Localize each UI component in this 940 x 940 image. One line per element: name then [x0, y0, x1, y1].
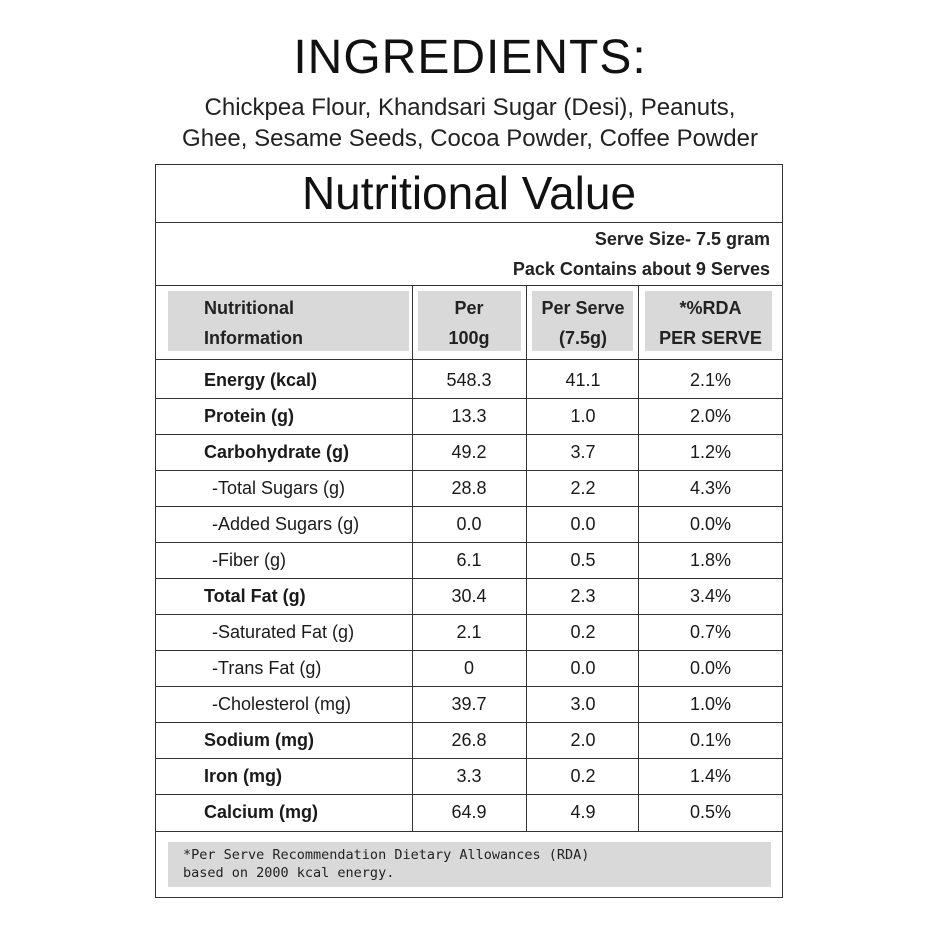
nutrient-value-per100: 49.2 [451, 442, 487, 462]
nutrient-value-rda: 0.7% [689, 622, 732, 642]
nutrient-value-perserve: 0.0 [570, 658, 596, 678]
footnote-line: based on 2000 kcal energy. [183, 865, 395, 881]
nutrient-value-rda: 2.1% [689, 370, 732, 390]
nutrient-name: -Trans Fat (g) [212, 658, 322, 678]
nutrient-value-per100: 13.3 [451, 406, 487, 426]
nutrient-value-per100: 26.8 [451, 730, 487, 750]
nutrient-value-perserve: 41.1 [565, 370, 601, 390]
nutrient-name: Total Fat (g) [204, 586, 306, 606]
nutrient-value-perserve: 0.2 [570, 766, 596, 786]
nutrient-value-per100: 3.3 [456, 766, 482, 786]
row-divider [156, 470, 782, 471]
header-line: Per [454, 298, 484, 318]
nutrient-value-perserve: 4.9 [570, 802, 596, 822]
footnote: *Per Serve Recommendation Dietary Allowa… [183, 846, 589, 882]
nutrient-value-rda: 1.8% [689, 550, 732, 570]
nutrient-value-rda: 3.4% [689, 586, 732, 606]
row-divider [156, 542, 782, 543]
header-rda-per-serve: *%RDA PER SERVE [639, 293, 782, 353]
nutrient-value-perserve: 2.2 [570, 478, 596, 498]
nutrient-value-per100: 0.0 [456, 514, 482, 534]
row-divider [156, 506, 782, 507]
nutrient-value-rda: 1.0% [689, 694, 732, 714]
header-line: (7.5g) [558, 328, 607, 348]
nutrient-name: Calcium (mg) [204, 802, 319, 822]
header-line: Information [204, 328, 303, 348]
nutrient-value-rda: 0.0% [689, 514, 732, 534]
header-bg-per100 [418, 291, 521, 351]
header-line: Nutritional [204, 298, 294, 318]
nutrient-value-per100: 548.3 [446, 370, 492, 390]
footnote-bg [168, 842, 771, 887]
nutrient-value-per100: 0 [463, 658, 474, 678]
table-top-line [156, 285, 782, 286]
header-per-100g: Per 100g [412, 293, 526, 353]
nutrient-value-perserve: 3.7 [570, 442, 596, 462]
header-line: *%RDA [679, 298, 742, 318]
ingredients-text: Chickpea Flour, Khandsari Sugar (Desi), … [0, 92, 940, 154]
nutrient-name: Energy (kcal) [204, 370, 318, 390]
nutrient-name: -Saturated Fat (g) [212, 622, 355, 642]
header-bg-rda [645, 291, 772, 351]
row-divider [156, 686, 782, 687]
nutrient-name: Protein (g) [204, 406, 294, 426]
nutrient-value-per100: 30.4 [451, 586, 487, 606]
nutrient-name: Carbohydrate (g) [204, 442, 350, 462]
nutrient-name: -Total Sugars (g) [212, 478, 346, 498]
nutrient-value-perserve: 0.0 [570, 514, 596, 534]
nutrient-value-perserve: 0.2 [570, 622, 596, 642]
nutrient-value-rda: 1.2% [689, 442, 732, 462]
header-bottom-line [156, 359, 782, 360]
row-divider [156, 758, 782, 759]
row-divider [156, 794, 782, 795]
row-divider [156, 434, 782, 435]
ingredients-line: Chickpea Flour, Khandsari Sugar (Desi), … [204, 94, 736, 121]
nutrient-value-perserve: 0.5 [570, 550, 596, 570]
nutrition-title: Nutritional Value [156, 165, 782, 223]
nutrient-name: Iron (mg) [204, 766, 282, 786]
nutrient-value-rda: 0.0% [689, 658, 732, 678]
header-line: PER SERVE [659, 328, 762, 348]
nutrient-value-rda: 0.1% [689, 730, 732, 750]
row-divider [156, 578, 782, 579]
header-nutritional-information: Nutritional Information [204, 293, 404, 353]
serve-size: Serve Size- 7.5 gram [594, 229, 770, 249]
nutrient-value-rda: 1.4% [689, 766, 732, 786]
header-per-serve: Per Serve (7.5g) [527, 293, 639, 353]
nutrient-name: -Added Sugars (g) [212, 514, 360, 534]
row-divider [156, 722, 782, 723]
nutrient-value-per100: 28.8 [451, 478, 487, 498]
column-divider [412, 285, 413, 831]
pack-contains: Pack Contains about 9 Serves [512, 259, 770, 279]
footnote-line: *Per Serve Recommendation Dietary Allowa… [183, 847, 590, 863]
nutrient-value-per100: 39.7 [451, 694, 487, 714]
nutrient-value-perserve: 2.3 [570, 586, 596, 606]
header-line: Per Serve [541, 298, 625, 318]
nutrient-value-perserve: 1.0 [570, 406, 596, 426]
row-divider [156, 614, 782, 615]
header-bg-perserve [532, 291, 633, 351]
ingredients-line: Ghee, Sesame Seeds, Cocoa Powder, Coffee… [182, 125, 758, 152]
nutrient-value-per100: 64.9 [451, 802, 487, 822]
nutrient-name: -Cholesterol (mg) [212, 694, 352, 714]
nutrient-value-rda: 2.0% [689, 406, 732, 426]
nutrient-value-rda: 0.5% [689, 802, 732, 822]
row-divider [156, 398, 782, 399]
nutrient-value-per100: 2.1 [456, 622, 482, 642]
nutrition-panel: Nutritional Value Serve Size- 7.5 gram P… [155, 164, 783, 898]
nutrient-value-per100: 6.1 [456, 550, 482, 570]
nutrient-value-rda: 4.3% [689, 478, 732, 498]
header-line: 100g [448, 328, 490, 348]
table-bottom-line [156, 831, 782, 832]
column-divider [526, 285, 527, 831]
header-bg-info [168, 291, 409, 351]
nutrient-value-perserve: 3.0 [570, 694, 596, 714]
nutrient-name: -Fiber (g) [212, 550, 287, 570]
nutrient-name: Sodium (mg) [204, 730, 314, 750]
row-divider [156, 650, 782, 651]
column-divider [638, 285, 639, 831]
nutrient-value-perserve: 2.0 [570, 730, 596, 750]
ingredients-title: INGREDIENTS: [293, 31, 647, 84]
